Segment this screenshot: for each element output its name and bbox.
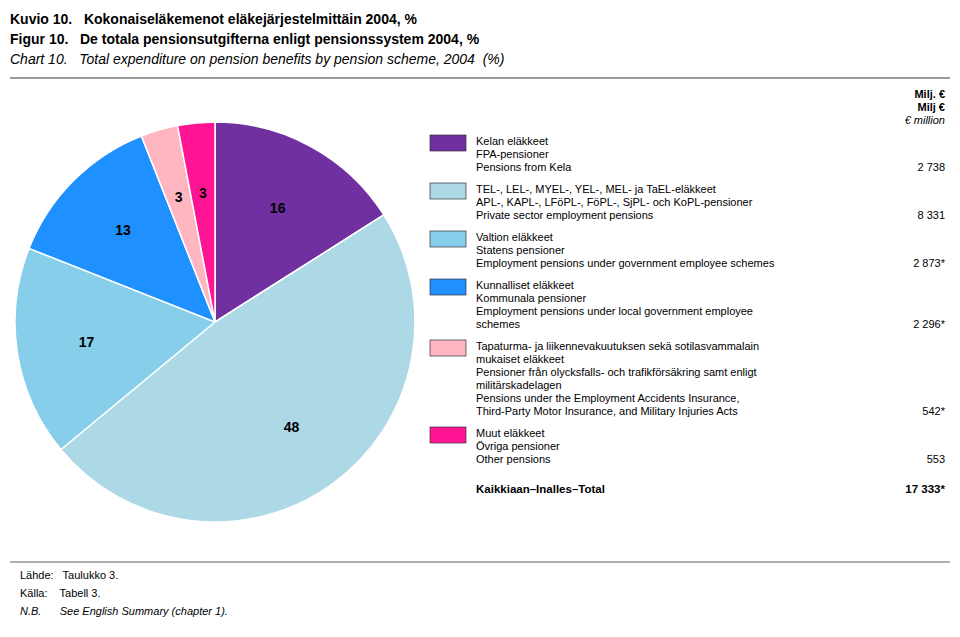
legend-amount: 2 296* — [913, 318, 946, 330]
legend-amount: 2 873* — [913, 257, 946, 269]
legend-swatch — [430, 340, 466, 356]
legend-entry-line: Kunnalliset eläkkeet — [476, 279, 574, 291]
legend-entry: Tapaturma- ja liikennevakuutuksen sekä s… — [476, 340, 759, 417]
data-label: 16 — [270, 200, 286, 216]
column-header-line: Milj € — [917, 101, 945, 113]
data-label: 17 — [79, 334, 95, 350]
data-label: 48 — [284, 419, 300, 435]
legend-entry-line: Pensions from Kela — [476, 161, 572, 173]
legend-entry-line: militärskadelagen — [476, 379, 562, 391]
column-header: Milj. €Milj €€ million — [905, 88, 945, 126]
legend-entry-line: APL-, KAPL-, LFöPL-, FöPL-, SjPL- och Ko… — [476, 196, 753, 208]
rule — [10, 78, 950, 79]
legend-entry-line: Private sector employment pensions — [476, 209, 654, 221]
legend-entry-line: Kommunala pensioner — [476, 292, 586, 304]
legend-entry-line: schemes — [476, 318, 521, 330]
legend-amount: 553 — [927, 453, 945, 465]
legend-entry-line: TEL-, LEL-, MYEL-, YEL-, MEL- ja TaEL-el… — [476, 183, 716, 195]
legend-entry-line: Tapaturma- ja liikennevakuutuksen sekä s… — [476, 340, 759, 352]
title: Kuvio 10. Kokonaiseläkemenot eläkejärjes… — [10, 11, 504, 67]
legend-entry-line: Employment pensions under local governme… — [476, 305, 753, 317]
legend-entry-line: Kelan eläkkeet — [476, 135, 548, 147]
legend-entry-line: Employment pensions under government emp… — [476, 257, 775, 269]
column-header-line: Milj. € — [914, 88, 945, 100]
legend-entry-line: mukaiset eläkkeet — [476, 353, 564, 365]
pie-slice — [178, 122, 215, 322]
chart: Kuvio 10. Kokonaiseläkemenot eläkejärjes… — [0, 0, 960, 637]
title-line: Figur 10. De totala pensionsutgifterna e… — [10, 31, 480, 47]
legend-entry-line: Pensioner från olycksfalls- och trafikfö… — [476, 366, 757, 378]
legend-swatch — [430, 135, 466, 151]
legend-entry: TEL-, LEL-, MYEL-, YEL-, MEL- ja TaEL-el… — [476, 183, 753, 221]
legend-swatch — [430, 231, 466, 247]
annotation: Lähde: Taulukko 3. — [20, 569, 118, 581]
legend-entry-line: Statens pensioner — [476, 244, 565, 256]
legend-swatch — [430, 183, 466, 199]
legend-entry-line: Övriga pensioner — [476, 440, 560, 452]
legend-amount: 2 738 — [917, 161, 945, 173]
total-value: 17 333* — [905, 483, 945, 495]
column-header-line: € million — [905, 114, 945, 126]
title-line: Kuvio 10. Kokonaiseläkemenot eläkejärjes… — [10, 11, 418, 27]
legend-entry-line: Third-Party Motor Insurance, and Militar… — [476, 405, 738, 417]
legend-swatch — [430, 427, 466, 443]
annotation: Källa: Tabell 3. — [20, 587, 101, 599]
legend-amount: 8 331 — [917, 209, 945, 221]
legend: Kelan eläkkeetFPA-pensionerPensions from… — [430, 135, 946, 465]
annotation: N.B. See English Summary (chapter 1). — [20, 605, 228, 617]
legend-entry: Kelan eläkkeetFPA-pensionerPensions from… — [476, 135, 572, 173]
legend-entry-line: Valtion eläkkeet — [476, 231, 553, 243]
legend-entry-line: Other pensions — [476, 453, 551, 465]
data-label: 3 — [199, 185, 207, 201]
legend-entry-line: Muut eläkkeet — [476, 427, 544, 439]
data-label: 13 — [115, 222, 131, 238]
pie: 16 48 17 13 33 — [15, 122, 415, 522]
legend-amount: 542* — [922, 405, 945, 417]
data-label: 3 — [175, 189, 183, 205]
legend-swatch — [430, 279, 466, 295]
total-label: Kaikkiaan–Inalles–Total — [476, 483, 605, 495]
title-line: Chart 10. Total expenditure on pension b… — [10, 51, 504, 67]
legend-entry: Muut eläkkeetÖvriga pensionerOther pensi… — [476, 427, 560, 465]
rule — [10, 562, 950, 563]
legend-entry: Valtion eläkkeetStatens pensionerEmploym… — [476, 231, 775, 269]
legend-entry-line: Pensions under the Employment Accidents … — [476, 392, 740, 404]
legend-entry: Kunnalliset eläkkeetKommunala pensionerE… — [476, 279, 753, 330]
legend-entry-line: FPA-pensioner — [476, 148, 549, 160]
